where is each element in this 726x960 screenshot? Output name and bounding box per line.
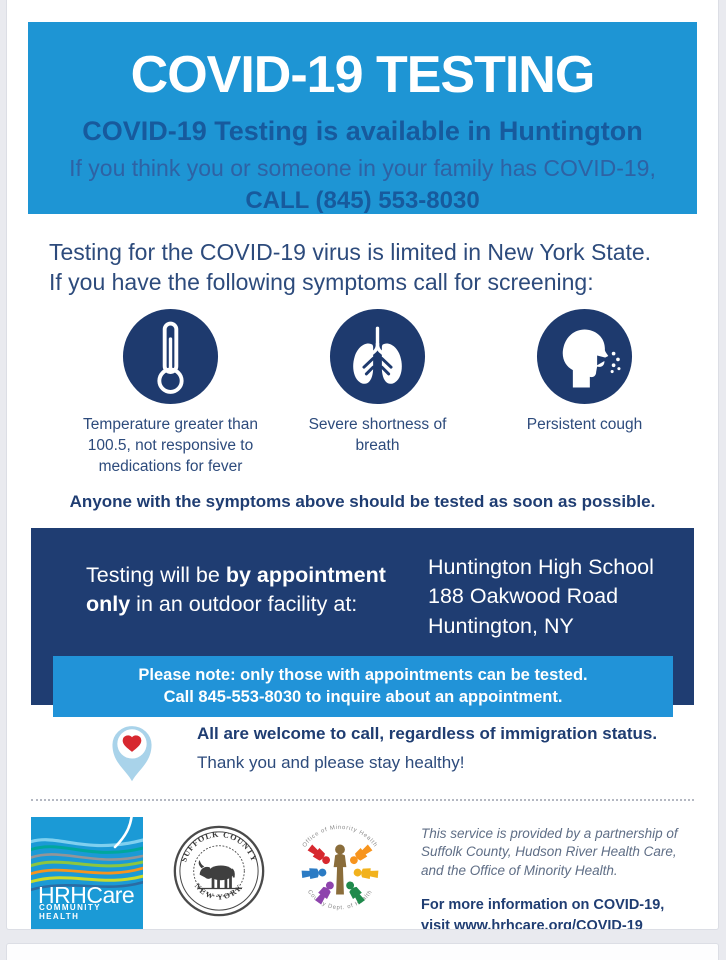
intro-paragraph: Testing for the COVID-19 virus is limite… (49, 238, 688, 298)
alert-line: Anyone with the symptoms above should be… (69, 491, 656, 511)
symptoms-row: Temperature greater than 100.5, not resp… (7, 308, 718, 478)
flyer-title: COVID-19 TESTING (130, 46, 596, 104)
symptom-fever-label: Temperature greater than 100.5, not resp… (83, 415, 258, 475)
flyer-header-line: If you think you or someone in your fami… (69, 155, 656, 181)
intro-line-1: Testing for the COVID-19 virus is limite… (49, 239, 652, 265)
more-info-text: For more information on COVID-19, visit … (421, 895, 694, 930)
venue-street: 188 Oakwood Road (428, 584, 619, 609)
seal-bull-icon (198, 859, 235, 889)
more-info-line-2: visit www.hrhcare.org/COVID-19 (421, 917, 643, 930)
suffolk-county-seal-icon: SUFFOLK COUNTY NEW YORK (173, 825, 265, 916)
symptom-cough: Persistent cough (481, 308, 688, 478)
minority-health-logo-icon: Office of Minority Health County Dept. o… (301, 824, 379, 911)
welcome-bold-line: All are welcome to call, regardless of i… (197, 723, 658, 743)
thermometer-icon (122, 308, 219, 404)
appointment-text: Testing will be by appointment only in a… (86, 553, 406, 642)
appointment-text-bold: by appointment only (86, 562, 386, 617)
footer: HRHCare COMMUNITY HEALTH SUFFOLK COUNTY … (31, 816, 694, 930)
symptom-cough-label: Persistent cough (526, 415, 643, 433)
appointment-note-line-2: Call 845-553-8030 to inquire about an ap… (163, 687, 563, 706)
dotted-divider (31, 798, 694, 801)
symptom-breath: Severe shortness of breath (274, 308, 481, 478)
venue-name: Huntington High School (428, 554, 654, 579)
hrhcare-waves-icon (31, 816, 143, 891)
appointment-text-rest: in an outdoor facility at: (130, 592, 358, 617)
symptom-breath-label: Severe shortness of breath (308, 415, 447, 454)
flyer-card[interactable]: COVID-19 TESTING COVID-19 Testing is ava… (6, 0, 719, 930)
footer-text-block: This service is provided by a partnershi… (421, 817, 694, 930)
heart-pin-icon (112, 725, 152, 781)
call-phone-number: CALL (845) 553-8030 (245, 187, 480, 214)
minority-figures (301, 844, 379, 904)
appointment-note-line-1: Please note: only those with appointment… (138, 665, 588, 684)
header-banner: COVID-19 TESTING COVID-19 Testing is ava… (28, 22, 697, 214)
minority-center-figure (333, 844, 347, 895)
flyer-subtitle: COVID-19 Testing is available in Hunting… (82, 116, 643, 146)
welcome-section: All are welcome to call, regardless of i… (7, 719, 718, 783)
venue-city: Huntington, NY (428, 613, 574, 638)
hrhcare-logo-name: HRHCare (38, 881, 135, 908)
venue-address: Huntington High School 188 Oakwood Road … (428, 553, 654, 642)
lungs-icon (329, 308, 426, 404)
intro-line-2: If you have the following symptoms call … (49, 268, 594, 295)
partnership-text: This service is provided by a partnershi… (421, 825, 678, 879)
appointment-note: Please note: only those with appointment… (53, 655, 673, 718)
cough-icon (536, 308, 633, 404)
appointment-box: Testing will be by appointment only in a… (31, 527, 694, 718)
hrhcare-logo-tagline: COMMUNITY HEALTH (39, 902, 101, 921)
next-post-card (6, 943, 719, 960)
welcome-regular-line: Thank you and please stay healthy! (197, 752, 465, 772)
symptom-fever: Temperature greater than 100.5, not resp… (67, 308, 274, 478)
appointment-text-normal: Testing will be (86, 562, 226, 587)
hrhcare-logo: HRHCare COMMUNITY HEALTH (31, 816, 143, 929)
more-info-line-1: For more information on COVID-19, (421, 897, 665, 914)
